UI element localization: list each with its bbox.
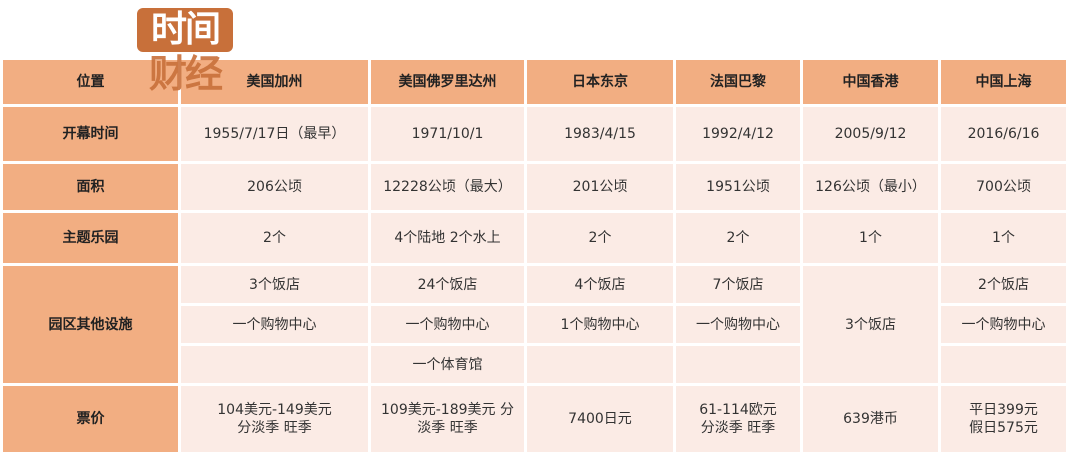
table-cell: 4个陆地 2个水上 — [368, 210, 527, 266]
header-cell: 美国加州 — [178, 57, 371, 107]
table-cell: 7400日元 — [524, 383, 676, 455]
table-row-facilities: 一个体育馆 — [2, 343, 1067, 386]
table-row-area: 面积 206公顷 12228公顷（最大） 201公顷 1951公顷 126公顷（… — [0, 161, 1067, 213]
table-cell: 7个饭店 — [673, 263, 803, 306]
table-cell: 一个购物中心 — [938, 303, 1067, 346]
row-label: 面积 — [0, 161, 181, 213]
table-cell: 平日399元 假日575元 — [938, 383, 1067, 455]
table-cell: 3个饭店 — [178, 263, 371, 306]
logo-line2: 财经 — [148, 52, 223, 96]
table-cell — [178, 343, 371, 386]
row-label: 园区其他设施 — [0, 263, 181, 386]
table-cell: 1992/4/12 — [673, 104, 803, 164]
table-cell: 2005/9/12 — [800, 104, 941, 164]
table-cell: 104美元-149美元 分淡季 旺季 — [178, 383, 371, 455]
table-cell: 一个购物中心 — [673, 303, 803, 346]
table-row-facilities: 园区其他设施 3个饭店 24个饭店 4个饭店 7个饭店 3个饭店 2个饭店 — [0, 263, 1067, 386]
header-cell: 美国佛罗里达州 — [368, 57, 527, 107]
table-cell — [524, 343, 676, 386]
table-cell: 一个购物中心 — [368, 303, 527, 346]
header-cell: 中国上海 — [938, 57, 1067, 107]
logo-watermark: 时间 财经 — [137, 8, 233, 96]
header-cell: 日本东京 — [524, 57, 676, 107]
table-cell: 2个 — [524, 210, 676, 266]
table-cell: 2个 — [673, 210, 803, 266]
table-cell: 1951公顷 — [673, 161, 803, 213]
table-cell: 一个体育馆 — [368, 343, 527, 386]
row-label: 主题乐园 — [0, 210, 181, 266]
table-cell: 1971/10/1 — [368, 104, 527, 164]
table-cell: 12228公顷（最大） — [368, 161, 527, 213]
table-cell: 700公顷 — [938, 161, 1067, 213]
table-cell: 1983/4/15 — [524, 104, 676, 164]
table-row-price: 票价 104美元-149美元 分淡季 旺季 109美元-189美元 分 淡季 旺… — [0, 383, 1067, 455]
table-cell: 24个饭店 — [368, 263, 527, 306]
table-cell: 126公顷（最小） — [800, 161, 941, 213]
header-cell: 位置 — [0, 57, 181, 107]
table-cell: 一个购物中心 — [178, 303, 371, 346]
table-row-facilities: 一个购物中心 一个购物中心 1个购物中心 一个购物中心 一个购物中心 — [2, 303, 1067, 346]
table-cell — [673, 343, 803, 386]
table-cell: 4个饭店 — [524, 263, 676, 306]
disney-comparison-table: 位置 美国加州 美国佛罗里达州 日本东京 法国巴黎 中国香港 中国上海 开幕时间… — [0, 57, 1067, 455]
table-cell: 109美元-189美元 分 淡季 旺季 — [368, 383, 527, 455]
logo-line1: 时间 — [137, 8, 233, 52]
table-cell: 639港币 — [800, 383, 941, 455]
table-cell — [938, 343, 1067, 386]
table-cell: 2016/6/16 — [938, 104, 1067, 164]
table-cell: 1个购物中心 — [524, 303, 676, 346]
table-cell: 61-114欧元 分淡季 旺季 — [673, 383, 803, 455]
table-cell: 2个饭店 — [938, 263, 1067, 306]
table-cell: 1个 — [800, 210, 941, 266]
table-cell: 3个饭店 — [800, 263, 941, 386]
header-row: 位置 美国加州 美国佛罗里达州 日本东京 法国巴黎 中国香港 中国上海 — [0, 57, 1067, 107]
row-label: 开幕时间 — [0, 104, 181, 164]
table-row-opening: 开幕时间 1955/7/17日（最早） 1971/10/1 1983/4/15 … — [0, 104, 1067, 164]
table-cell: 1个 — [938, 210, 1067, 266]
table-cell: 1955/7/17日（最早） — [178, 104, 371, 164]
row-label: 票价 — [0, 383, 181, 455]
table-cell: 2个 — [178, 210, 371, 266]
header-cell: 中国香港 — [800, 57, 941, 107]
header-cell: 法国巴黎 — [673, 57, 803, 107]
table-cell: 201公顷 — [524, 161, 676, 213]
table-row-parks: 主题乐园 2个 4个陆地 2个水上 2个 2个 1个 1个 — [0, 210, 1067, 266]
table-cell: 206公顷 — [178, 161, 371, 213]
